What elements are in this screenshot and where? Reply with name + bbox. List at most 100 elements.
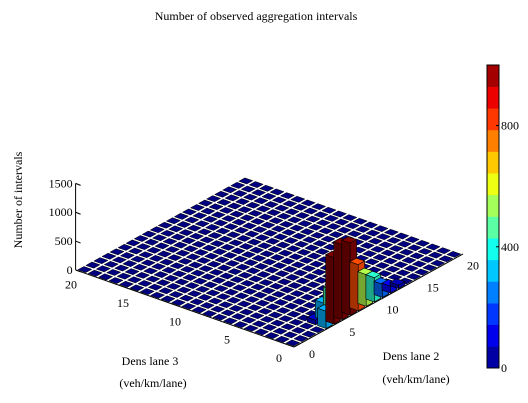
floor-tile (77, 266, 93, 273)
floor-tile (240, 185, 256, 193)
floor-tile (250, 283, 266, 291)
floor-tile (190, 269, 206, 277)
floor-tile (184, 216, 200, 224)
floor-tile (168, 225, 184, 233)
floor-tile (301, 330, 317, 338)
floor-tile (357, 234, 373, 241)
floor-tile (97, 273, 114, 281)
floor-tile (367, 237, 383, 245)
bar (389, 278, 406, 290)
floor-tile (273, 233, 289, 241)
floor-tile (282, 265, 298, 273)
bar-side-face (365, 274, 375, 303)
floor-tile (318, 227, 334, 235)
floor-tile (280, 257, 296, 265)
floor-tile (232, 190, 248, 197)
floor-tile (215, 227, 231, 235)
floor-tile (176, 286, 192, 294)
floor-tile (253, 263, 269, 270)
y-tick-label: 0 (276, 351, 282, 365)
floor-tile (375, 233, 392, 241)
floor-tile (209, 240, 225, 247)
floor-tile (244, 230, 260, 238)
floor-tile (186, 290, 203, 298)
floor-tile (192, 212, 208, 219)
floor-tile (216, 264, 233, 272)
floor-tile (255, 271, 272, 278)
floor-tile (158, 287, 174, 295)
floor-tile (214, 190, 230, 198)
floor-tile (175, 249, 191, 257)
floor-tile (264, 266, 280, 274)
y-tick-label: 15 (117, 296, 129, 310)
floor-tile (274, 270, 290, 278)
floor-tile (165, 217, 182, 225)
floor-tile (279, 286, 295, 294)
floor-tile (222, 252, 238, 259)
floor-tile (240, 251, 257, 258)
floor-tile (406, 244, 423, 252)
colorbar-segment (487, 259, 499, 282)
floor-tile (290, 327, 307, 334)
floor-tile (314, 248, 330, 255)
floor-tile (174, 278, 190, 286)
colorbar-segment (487, 281, 499, 304)
floor-tile (250, 189, 267, 197)
floor-tile (179, 266, 196, 273)
floor-tile (288, 318, 304, 326)
floor-tile (193, 249, 209, 256)
floor-tile (365, 229, 381, 237)
floor-tile (260, 287, 276, 295)
floor-tile (315, 219, 331, 227)
z-tick-label: 1500 (49, 176, 73, 190)
floor-tile (170, 299, 187, 306)
floor-tile (290, 261, 306, 269)
floor-tile (186, 224, 202, 232)
floor-tile (307, 289, 324, 297)
floor-tile (103, 261, 119, 268)
floor-tile (413, 268, 430, 276)
floor-tile (248, 246, 265, 254)
floor-tile (252, 291, 268, 299)
z-axis-label: Number of intervals (11, 151, 25, 248)
floor-tile (359, 242, 375, 249)
floor-tile (331, 210, 348, 218)
floor-tile (207, 297, 223, 305)
floor-tile (248, 181, 264, 188)
floor-tile (370, 245, 386, 253)
floor-tile (304, 244, 320, 252)
colorbar-tick-label: 800 (501, 119, 519, 133)
floor-tile (134, 272, 151, 279)
floor-tile (274, 335, 291, 343)
floor-tile (164, 246, 181, 253)
floor-tile (235, 263, 251, 271)
floor-tile (226, 296, 242, 304)
floor-tile (336, 226, 352, 234)
x-axis-label-line2: (veh/km/lane) (382, 372, 449, 386)
floor-tile (310, 203, 327, 210)
floor-tile (182, 274, 198, 281)
floor-tile (267, 311, 284, 319)
floor-tile (243, 259, 259, 267)
floor-tile (237, 271, 253, 279)
x-tick-label: 10 (387, 303, 399, 317)
x-tick-label: 5 (349, 325, 355, 339)
floor-tile (180, 237, 197, 245)
floor-tile (245, 267, 261, 275)
floor-tile (243, 324, 259, 332)
floor-tile (394, 232, 410, 240)
floor-tile (300, 265, 317, 272)
floor-tile (127, 247, 144, 255)
x-tick-label: 20 (467, 258, 479, 272)
z-tick-mark (75, 240, 81, 244)
colorbar (486, 64, 500, 369)
floor-tile (237, 206, 253, 214)
floor-tile (417, 248, 433, 255)
floor-tile (187, 261, 204, 269)
floor-tile (114, 264, 130, 272)
floor-tile (252, 226, 268, 233)
floor-tile (137, 280, 153, 287)
floor-tile (305, 215, 321, 223)
floor-tile (294, 306, 310, 314)
